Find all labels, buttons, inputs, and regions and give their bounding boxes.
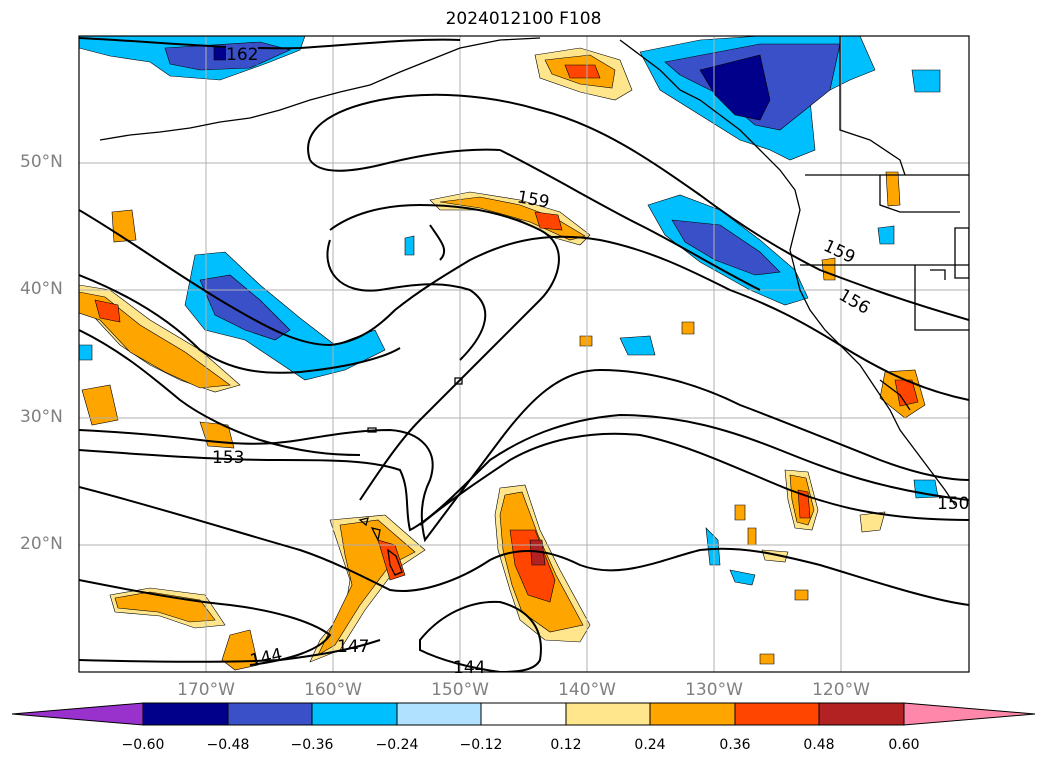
longitude-label: 150°W <box>431 680 489 700</box>
colorbar-tick-label: 0.36 <box>719 737 751 753</box>
longitude-label: 140°W <box>558 680 616 700</box>
colorbar-tick-label: 0.24 <box>634 737 666 753</box>
colorbar-bin <box>396 702 482 726</box>
longitude-label: 130°W <box>685 680 743 700</box>
colorbar-tick-label: −0.60 <box>121 737 165 753</box>
colorbar-bin <box>818 702 905 726</box>
colorbar-tick-label: 0.12 <box>550 737 582 753</box>
colorbar-bin <box>227 702 313 726</box>
colorbar-bin <box>480 702 567 726</box>
colorbar-tick-label: 0.48 <box>803 737 835 753</box>
colorbar-tick-label: −0.24 <box>375 737 419 753</box>
colorbar-tick-label: 0.60 <box>888 737 920 753</box>
colorbar-extend-low <box>11 702 144 726</box>
positive-anomaly-shading <box>79 47 926 671</box>
map-area <box>79 36 969 672</box>
latitude-label: 50°N <box>20 152 63 172</box>
latitude-label: 20°N <box>20 534 63 554</box>
colorbar-bin <box>649 702 736 726</box>
contour-label: 150 <box>937 494 970 514</box>
latitude-label: 40°N <box>20 279 63 299</box>
gridlines <box>79 36 969 672</box>
map-frame <box>78 35 970 673</box>
map-title: 2024012100 F108 <box>445 9 602 29</box>
colorbar-bin <box>734 702 820 726</box>
colorbar-tick-label: −0.12 <box>459 737 503 753</box>
contour-label: 144 <box>453 658 486 678</box>
contour-label: 147 <box>337 637 370 657</box>
colorbar-bin <box>311 702 398 726</box>
colorbar-bin <box>565 702 651 726</box>
colorbar <box>11 702 1036 726</box>
latitude-label: 30°N <box>20 407 63 427</box>
colorbar-tick-label: −0.36 <box>290 737 334 753</box>
height-contours <box>79 37 969 672</box>
longitude-label: 120°W <box>812 680 870 700</box>
colorbar-bin <box>142 702 229 726</box>
colorbar-tick-label: −0.48 <box>206 737 250 753</box>
contour-label: 162 <box>226 45 259 65</box>
negative-anomaly-shading <box>79 36 941 586</box>
contour-label: 153 <box>212 448 245 468</box>
colorbar-extend-high <box>903 702 1036 726</box>
coastlines <box>99 36 969 576</box>
longitude-label: 170°W <box>177 680 235 700</box>
longitude-label: 160°W <box>304 680 362 700</box>
